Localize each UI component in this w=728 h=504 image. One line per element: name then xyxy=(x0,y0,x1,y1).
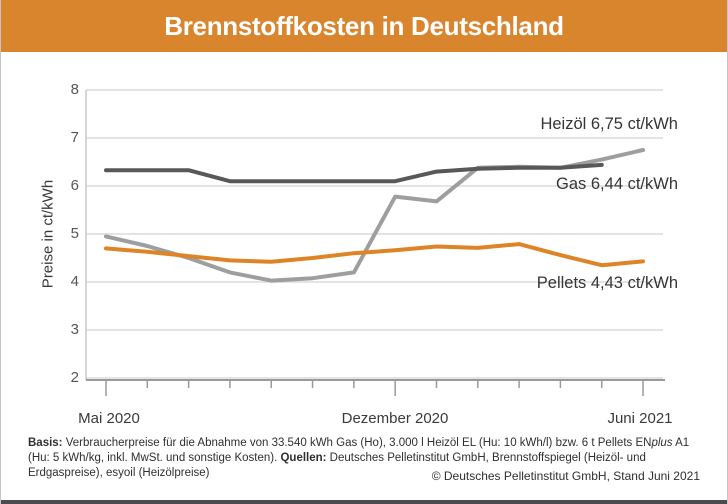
y-tick-label-2: 2 xyxy=(70,369,79,386)
y-tick-label-4: 4 xyxy=(70,273,79,290)
basis-label: Basis: xyxy=(28,437,63,449)
basis-text-1: Verbraucherpreise für die Abnahme von 33… xyxy=(62,437,652,449)
y-tick-label-7: 7 xyxy=(70,129,79,146)
basis-text-2: A1 (Hu: 5 kWh/kg, inkl. MwSt. und sonsti… xyxy=(28,437,690,464)
chart-title: Brennstoffkosten in Deutschland xyxy=(164,10,564,41)
quellen-label: Quellen: xyxy=(280,452,327,464)
x-tick-label-juni-2021: Juni 2021 xyxy=(607,410,673,427)
x-tick-label-dezember-2020: Dezember 2020 xyxy=(341,410,449,427)
quellen-text: Deutsches Pelletinstitut GmbH, Brennstof… xyxy=(28,452,646,479)
y-tick-label-8: 8 xyxy=(70,81,79,98)
series-label-heizoel: Heizöl 6,75 ct/kWh xyxy=(540,115,678,133)
copyright: © Deutsches Pelletinstitut GmbH, Stand J… xyxy=(431,469,700,483)
title-bar: Brennstoffkosten in Deutschland xyxy=(1,0,727,52)
footnote: Basis: Verbraucherpreise für die Abnahme… xyxy=(28,436,704,481)
series-label-pellets: Pellets 4,43 ct/kWh xyxy=(536,274,678,292)
bottom-border xyxy=(1,500,727,504)
y-tick-label-6: 6 xyxy=(70,177,79,194)
y-tick-label-3: 3 xyxy=(70,321,79,338)
y-tick-label-5: 5 xyxy=(70,225,79,242)
x-tick-label-mai-2020: Mai 2020 xyxy=(78,410,140,427)
series-label-gas: Gas 6,44 ct/kWh xyxy=(556,175,678,193)
enplus-italic: plus xyxy=(651,437,673,449)
